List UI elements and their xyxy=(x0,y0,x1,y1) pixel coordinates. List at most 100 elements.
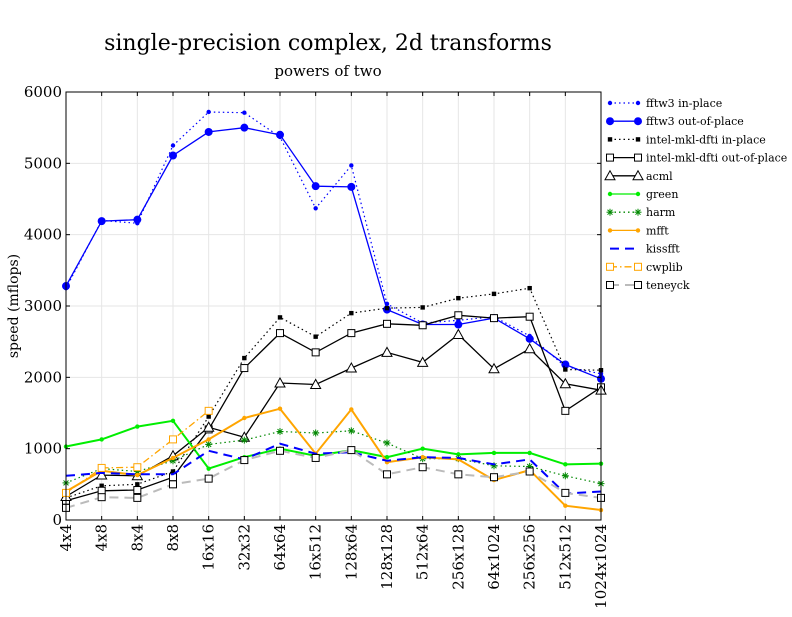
data-point xyxy=(169,151,177,160)
x-tick-label: 256x128 xyxy=(449,524,467,590)
data-point xyxy=(416,356,429,367)
series-intel-mkl-dfti-in-place xyxy=(63,285,604,501)
data-point xyxy=(606,153,614,162)
data-point xyxy=(347,427,355,435)
data-point xyxy=(97,463,106,472)
data-point xyxy=(170,469,176,474)
data-point xyxy=(604,169,616,181)
data-point xyxy=(525,312,534,321)
x-tick-label: 64x64 xyxy=(271,524,289,571)
axes: 0 1000 2000 3000 4000 5000 6000 4x4 4x8 8x4 8x8 16x… xyxy=(24,83,610,609)
data-point xyxy=(170,143,176,148)
data-point xyxy=(561,406,570,415)
data-point xyxy=(634,262,642,271)
data-point xyxy=(240,123,249,132)
legend-label: green xyxy=(646,188,678,201)
data-point xyxy=(383,439,391,447)
chart-title: single-precision complex, 2d transforms xyxy=(104,31,552,56)
data-point xyxy=(277,315,283,320)
x-tick-label: 16x512 xyxy=(307,524,325,580)
data-point xyxy=(347,446,356,455)
legend-item-kissfft: kissfft xyxy=(610,243,680,256)
data-point xyxy=(311,348,320,357)
data-point xyxy=(606,208,614,216)
x-tick-label: 1024x1024 xyxy=(592,524,610,609)
series-line xyxy=(65,419,602,470)
x-tick-label: 256x256 xyxy=(521,524,539,590)
y-tick-label: 2000 xyxy=(24,368,62,386)
series-intel-mkl-dfti-out-of-place xyxy=(62,311,605,505)
legend-label: mfft xyxy=(646,224,669,237)
data-point xyxy=(99,483,104,488)
grid xyxy=(66,92,601,520)
data-point xyxy=(490,473,498,482)
data-point xyxy=(420,455,425,460)
data-point xyxy=(452,328,465,340)
legend-label: harm xyxy=(646,206,676,219)
data-point xyxy=(204,474,213,483)
data-point xyxy=(204,127,213,136)
data-point xyxy=(204,406,213,415)
data-point xyxy=(349,407,354,412)
data-point xyxy=(606,281,614,289)
legend-label: kissfft xyxy=(646,243,680,256)
series-line xyxy=(65,111,602,375)
series-teneyck xyxy=(62,446,605,512)
data-point xyxy=(97,217,106,226)
data-point xyxy=(488,362,500,374)
series-mfft xyxy=(63,406,604,513)
data-point xyxy=(634,117,642,126)
data-point xyxy=(312,429,320,437)
data-point xyxy=(420,305,425,310)
y-tick-label: 0 xyxy=(52,511,62,529)
data-point xyxy=(456,452,461,457)
data-point xyxy=(99,437,104,442)
data-point xyxy=(454,320,463,329)
series-line xyxy=(65,430,602,485)
data-point xyxy=(133,463,142,472)
x-tick-label: 16x16 xyxy=(200,524,218,571)
legend-label: intel-mkl-dfti out-of-place xyxy=(646,152,787,165)
data-point xyxy=(384,305,390,311)
legend-item-mfft: mfft xyxy=(607,224,669,237)
data-point xyxy=(418,321,427,330)
data-point xyxy=(456,295,461,301)
data-point xyxy=(607,137,613,142)
data-point xyxy=(135,482,140,487)
series-line xyxy=(65,314,602,502)
legend-item-intel-mkl-dfti-in-place: intel-mkl-dfti in-place xyxy=(607,133,766,146)
data-point xyxy=(607,191,613,197)
data-point xyxy=(169,480,177,489)
data-point xyxy=(309,378,322,389)
data-point xyxy=(454,470,463,479)
series-line xyxy=(65,287,602,499)
data-point xyxy=(313,206,318,211)
data-point xyxy=(384,455,390,460)
data-point xyxy=(418,463,427,472)
series-line xyxy=(65,449,602,509)
data-point xyxy=(276,428,284,436)
data-point xyxy=(97,493,106,502)
data-point xyxy=(563,462,568,467)
data-point xyxy=(381,346,393,357)
data-point xyxy=(635,191,641,197)
x-tick-label: 32x32 xyxy=(235,524,253,571)
data-point xyxy=(311,453,320,462)
data-point xyxy=(347,329,356,338)
data-point xyxy=(561,488,570,497)
y-tick-label: 3000 xyxy=(24,297,62,315)
data-point xyxy=(133,486,142,495)
data-point xyxy=(313,334,318,339)
data-point xyxy=(607,100,613,106)
series-fftw3-out-of-place xyxy=(62,123,605,383)
data-point xyxy=(170,418,176,424)
data-point xyxy=(206,109,211,115)
x-tick-label: 128x64 xyxy=(342,524,360,580)
x-tick-label: 512x512 xyxy=(556,524,574,590)
data-point xyxy=(242,355,247,361)
data-point xyxy=(135,472,140,478)
data-point xyxy=(170,455,176,461)
data-point xyxy=(606,262,614,271)
data-point xyxy=(607,228,613,233)
